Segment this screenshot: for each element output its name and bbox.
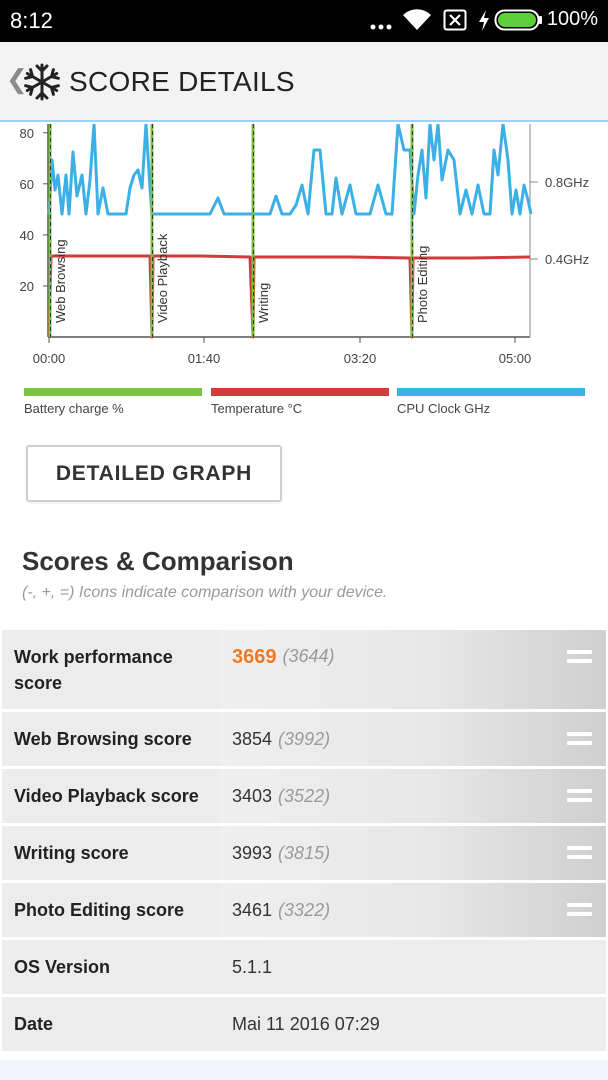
performance-chart: 20 40 60 80 0.4GHz 0.8GHz 00:00 01:40 03:20 05:00… <box>20 124 589 366</box>
sim-off-icon <box>443 9 467 31</box>
chevron-left-icon[interactable]: ❮ <box>6 64 28 94</box>
score-table: Work performance score 3669 (3644) Web Brow… <box>2 630 606 1054</box>
score-row-value: 5.1.1 <box>220 940 606 994</box>
x-tick-label: 00:00 <box>33 351 66 366</box>
y-tick-label: 20 <box>20 279 34 294</box>
score-row-label: Date <box>2 997 220 1051</box>
score-row-label: OS Version <box>2 940 220 994</box>
comparison-value: (3992) <box>278 728 331 749</box>
score-row: OS Version 5.1.1 <box>2 940 606 997</box>
comparison-value: (3522) <box>278 785 331 806</box>
score-value: 3461 <box>232 899 273 920</box>
x-tick-label: 01:40 <box>188 351 221 366</box>
score-row[interactable]: Work performance score 3669 (3644) <box>2 630 606 712</box>
score-value: 3993 <box>232 842 273 863</box>
legend-item: Battery charge % <box>24 388 202 418</box>
score-row-label: Web Browsing score <box>2 712 220 766</box>
score-row-value: 3854 (3992) <box>220 712 606 766</box>
scores-subtitle: (-, +, =) Icons indicate comparison with… <box>22 584 388 601</box>
legend-swatch <box>211 388 389 396</box>
legend-swatch <box>397 388 585 396</box>
marker-label: Video Playback <box>155 233 170 323</box>
battery-icon <box>494 9 542 31</box>
legend-item: CPU Clock GHz <box>397 388 585 418</box>
app-bar: ❮ SCORE DETAILS <box>0 42 608 122</box>
y-tick-label: 40 <box>20 228 34 243</box>
score-row[interactable]: Writing score 3993 (3815) <box>2 826 606 883</box>
score-row[interactable]: Video Playback score 3403 (3522) <box>2 769 606 826</box>
y2-tick-label: 0.8GHz <box>545 175 589 190</box>
comparison-value: (3815) <box>278 842 331 863</box>
comparison-value: (3322) <box>278 899 331 920</box>
scores-title: Scores & Comparison <box>22 546 294 576</box>
y2-tick-label: 0.4GHz <box>545 252 589 267</box>
legend-label: Battery charge % <box>24 401 124 416</box>
legend-swatch <box>24 388 202 396</box>
score-row-value: Mai 11 2016 07:29 <box>220 997 606 1051</box>
legend-label: CPU Clock GHz <box>397 401 491 416</box>
more-dots-icon <box>370 24 392 30</box>
cpu-clock-series <box>47 124 533 216</box>
equal-icon <box>567 846 592 860</box>
score-row-value: 3461 (3322) <box>220 883 606 937</box>
y-tick-label: 60 <box>20 177 34 192</box>
wifi-icon <box>403 9 431 30</box>
score-row-label: Work performance score <box>2 630 220 709</box>
charging-bolt-icon <box>479 10 489 31</box>
score-row-value: 3403 (3522) <box>220 769 606 823</box>
marker-label: Photo Editing <box>415 246 430 323</box>
marker-label: Web Browsing <box>53 239 68 323</box>
bottom-strip <box>0 1060 608 1080</box>
legend-item: Temperature °C <box>211 388 389 418</box>
score-row-label: Writing score <box>2 826 220 880</box>
x-tick-label: 05:00 <box>499 351 532 366</box>
detailed-graph-button[interactable]: DETAILED GRAPH <box>26 445 282 502</box>
score-row-value: 3993 (3815) <box>220 826 606 880</box>
score-row-value: 3669 (3644) <box>220 630 606 709</box>
status-bar: 8:12 100% <box>0 0 608 42</box>
score-value: 3403 <box>232 785 273 806</box>
snowflake-icon <box>24 63 60 101</box>
temperature-series <box>47 254 531 339</box>
status-time: 8:12 <box>10 8 53 33</box>
page-title: SCORE DETAILS <box>69 66 295 97</box>
legend-label: Temperature °C <box>211 401 303 416</box>
score-row-label: Photo Editing score <box>2 883 220 937</box>
comparison-value: (3644) <box>282 646 335 666</box>
equal-icon <box>567 732 592 746</box>
score-value: Mai 11 2016 07:29 <box>232 1013 380 1034</box>
score-value: 3854 <box>232 728 273 749</box>
score-row-label: Video Playback score <box>2 769 220 823</box>
equal-icon <box>567 789 592 803</box>
score-value: 3669 <box>232 646 277 668</box>
score-row[interactable]: Photo Editing score 3461 (3322) <box>2 883 606 940</box>
equal-icon <box>567 903 592 917</box>
marker-label: Writing <box>256 283 271 323</box>
score-value: 5.1.1 <box>232 956 273 977</box>
x-tick-label: 03:20 <box>344 351 377 366</box>
score-row: Date Mai 11 2016 07:29 <box>2 997 606 1054</box>
equal-icon <box>567 650 592 664</box>
y-tick-label: 80 <box>20 126 34 141</box>
score-row[interactable]: Web Browsing score 3854 (3992) <box>2 712 606 769</box>
battery-percent: 100% <box>546 8 598 30</box>
